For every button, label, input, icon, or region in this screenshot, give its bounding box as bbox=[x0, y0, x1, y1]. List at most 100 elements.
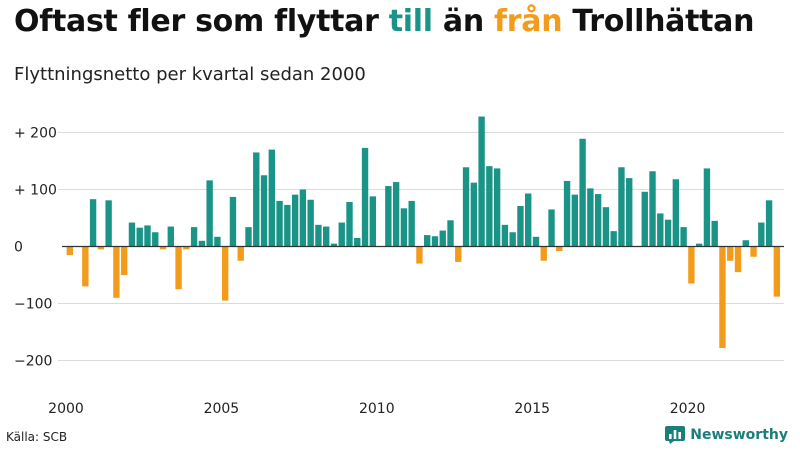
bar-positive bbox=[315, 224, 322, 247]
bar-positive bbox=[291, 194, 299, 247]
bar-negative bbox=[556, 246, 563, 252]
bar-positive bbox=[525, 193, 532, 247]
bar-positive bbox=[190, 227, 198, 247]
bar-positive bbox=[307, 199, 314, 247]
bar-negative bbox=[97, 246, 105, 250]
bar-positive bbox=[385, 186, 392, 247]
bar-negative bbox=[222, 246, 229, 301]
bar-positive bbox=[563, 180, 571, 247]
bar-positive bbox=[105, 200, 112, 247]
bar-negative bbox=[113, 246, 120, 298]
bar-positive bbox=[361, 147, 369, 247]
bar-positive bbox=[198, 240, 206, 247]
bar-positive bbox=[439, 230, 446, 247]
bar-positive bbox=[695, 243, 703, 247]
bar-positive bbox=[260, 175, 268, 247]
bar-positive bbox=[462, 167, 470, 247]
bar-positive bbox=[594, 194, 602, 247]
bar-positive bbox=[276, 200, 283, 247]
bar-negative bbox=[183, 246, 190, 250]
bar-positive bbox=[579, 138, 586, 247]
bar-positive bbox=[408, 200, 415, 247]
bar-positive bbox=[486, 166, 493, 247]
title-highlight-till: till bbox=[388, 4, 433, 39]
bar-positive bbox=[626, 178, 633, 247]
bar-positive bbox=[284, 204, 291, 247]
brand-logo: Newsworthy bbox=[665, 426, 788, 444]
bar-positive bbox=[493, 168, 501, 247]
bar-positive bbox=[571, 194, 579, 247]
bar-negative bbox=[416, 246, 423, 264]
bar-negative bbox=[688, 246, 695, 284]
bar-positive bbox=[206, 180, 213, 247]
bar-positive bbox=[136, 227, 143, 247]
bar-negative bbox=[455, 246, 462, 262]
bar-positive bbox=[268, 149, 275, 247]
bar-negative bbox=[750, 246, 757, 257]
bar-positive bbox=[214, 236, 221, 247]
bar-positive bbox=[517, 206, 524, 247]
bar-positive bbox=[602, 207, 610, 247]
bar-positive bbox=[641, 191, 648, 247]
y-tick-label: −200 bbox=[14, 354, 52, 370]
chart-title: Oftast fler som flyttar till än från Tro… bbox=[14, 4, 754, 39]
y-tick-label: + 200 bbox=[14, 126, 57, 142]
bar-positive bbox=[618, 167, 625, 247]
bar-positive bbox=[144, 225, 151, 247]
bar-negative bbox=[237, 246, 244, 261]
bar-positive bbox=[253, 152, 260, 247]
bar-positive bbox=[167, 226, 174, 247]
bar-positive bbox=[587, 188, 594, 247]
bar-positive bbox=[369, 196, 376, 247]
x-tick-label: 2005 bbox=[204, 401, 240, 417]
title-part3: Trollhättan bbox=[562, 4, 755, 39]
bar-negative bbox=[82, 246, 89, 287]
bar-positive bbox=[657, 213, 664, 247]
bar-positive bbox=[330, 243, 338, 247]
brand-name: Newsworthy bbox=[690, 427, 788, 443]
source-note: Källa: SCB bbox=[6, 430, 68, 444]
title-highlight-fran: från bbox=[494, 4, 563, 39]
bar-positive bbox=[703, 168, 711, 247]
y-tick-label: 0 bbox=[14, 240, 23, 256]
title-part2: än bbox=[432, 4, 495, 39]
bar-positive bbox=[89, 199, 97, 247]
bar-positive bbox=[354, 237, 361, 247]
bar-positive bbox=[672, 179, 680, 247]
x-tick-label: 2010 bbox=[359, 401, 395, 417]
bar-positive bbox=[711, 220, 718, 247]
bar-negative bbox=[66, 246, 73, 256]
x-tick-label: 2015 bbox=[514, 401, 550, 417]
bar-positive bbox=[470, 182, 478, 247]
bar-positive bbox=[338, 222, 345, 247]
bar-positive bbox=[664, 219, 672, 247]
bar-positive bbox=[478, 116, 485, 247]
bar-positive bbox=[128, 222, 136, 247]
bar-negative bbox=[120, 246, 128, 275]
bar-positive bbox=[447, 220, 454, 247]
bar-positive bbox=[346, 202, 353, 247]
bar-positive bbox=[742, 240, 749, 247]
bars bbox=[66, 116, 781, 348]
chart-icon bbox=[665, 426, 686, 444]
bar-positive bbox=[610, 231, 617, 247]
bar-positive bbox=[431, 236, 439, 247]
title-part1: Oftast fler som flyttar bbox=[14, 4, 389, 39]
bar-positive bbox=[245, 227, 252, 247]
bar-positive bbox=[758, 222, 765, 247]
y-tick-label: + 100 bbox=[14, 183, 57, 199]
bar-negative bbox=[734, 246, 742, 273]
bar-negative bbox=[175, 246, 182, 290]
bar-positive bbox=[299, 189, 307, 247]
bar-positive bbox=[400, 208, 408, 247]
chart-subtitle: Flyttningsnetto per kvartal sedan 2000 bbox=[14, 64, 366, 85]
y-tick-label: −100 bbox=[14, 297, 52, 313]
bar-positive bbox=[509, 232, 516, 247]
x-tick-label: 2020 bbox=[670, 401, 706, 417]
bar-positive bbox=[649, 171, 656, 247]
axes: −200 −100 0 + 100 + 200 2000 2005 2010 2015 2020 bbox=[14, 126, 784, 417]
bar-positive bbox=[680, 227, 687, 247]
bar-positive bbox=[229, 196, 237, 247]
bar-positive bbox=[424, 235, 431, 247]
